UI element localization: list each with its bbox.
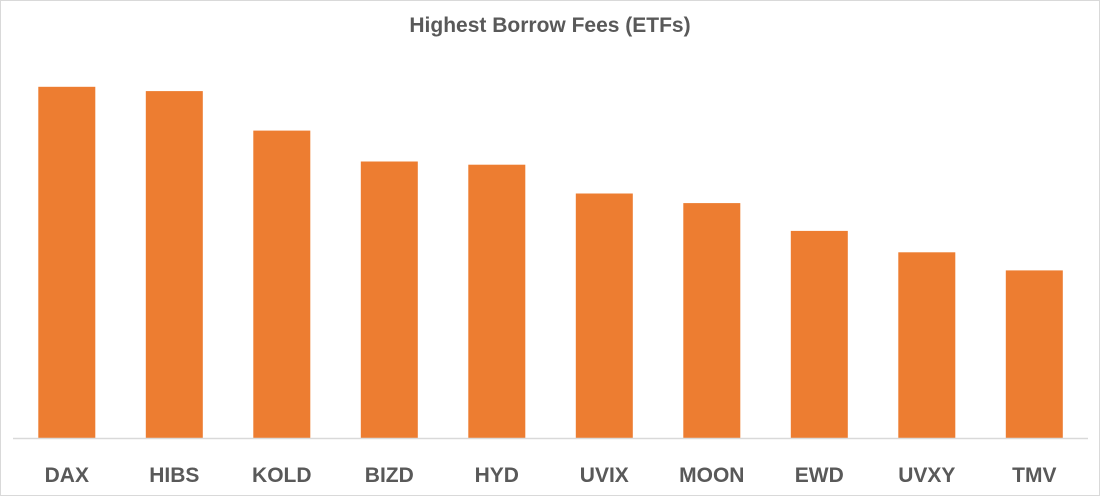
- x-tick-label-hibs: HIBS: [149, 464, 199, 487]
- bar-hibs: [145, 91, 203, 438]
- x-tick-label-bizd: BIZD: [365, 464, 414, 487]
- chart-title: Highest Borrow Fees (ETFs): [409, 14, 691, 37]
- bar-uvix: [575, 193, 633, 438]
- bar-ewd: [790, 230, 848, 438]
- bar-uvxy: [898, 252, 956, 438]
- tick-labels-group: DAX HIBS KOLD BIZD HYD UVIX MOON EWD UVXY TMV: [45, 464, 1057, 487]
- bars-group: [38, 86, 1063, 439]
- x-tick-label-hyd: HYD: [475, 464, 519, 487]
- x-tick-label-uvix: UVIX: [580, 464, 629, 487]
- bar-tmv: [1005, 270, 1063, 438]
- bar-bizd: [360, 161, 418, 438]
- x-tick-label-kold: KOLD: [252, 464, 312, 487]
- bar-kold: [253, 130, 311, 438]
- bar-dax: [38, 86, 96, 439]
- bar-moon: [683, 203, 741, 438]
- bar-hyd: [468, 164, 526, 438]
- x-tick-label-moon: MOON: [679, 464, 744, 487]
- x-tick-label-uvxy: UVXY: [898, 464, 955, 487]
- x-tick-label-dax: DAX: [45, 464, 89, 487]
- x-tick-label-ewd: EWD: [795, 464, 844, 487]
- x-tick-label-tmv: TMV: [1012, 464, 1056, 487]
